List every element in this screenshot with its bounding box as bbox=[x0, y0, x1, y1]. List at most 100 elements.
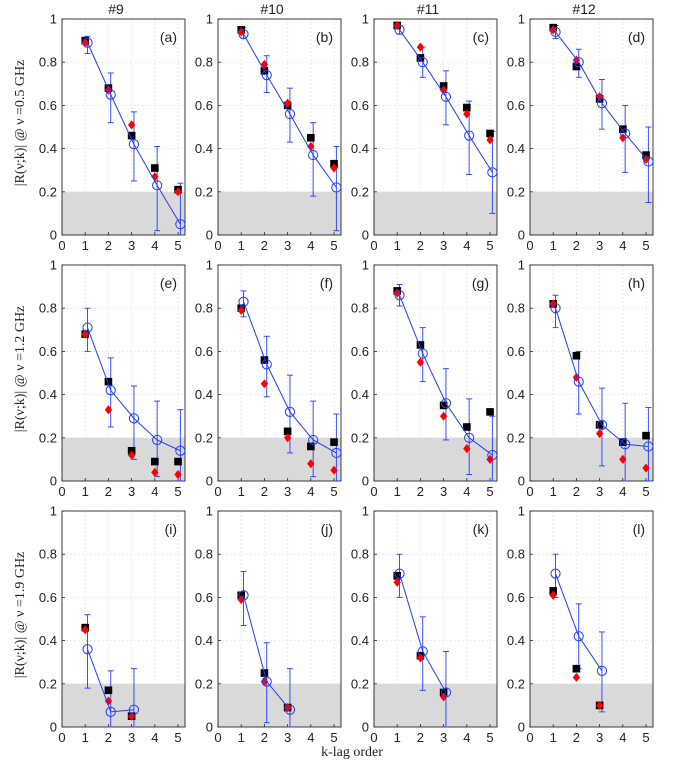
x-tick-label: 3 bbox=[128, 730, 135, 745]
x-tick-label: 2 bbox=[105, 238, 112, 253]
y-tick-label: 1 bbox=[518, 504, 525, 519]
black-square-point bbox=[439, 401, 448, 410]
blue-circle-point bbox=[284, 108, 296, 120]
panel-1: 0 1 2 3 4 5 0 0.2 0.4 0.6 0.8 1 (a) bbox=[39, 12, 186, 253]
blue-circle-point bbox=[284, 406, 296, 417]
blue-series-line bbox=[399, 29, 493, 173]
x-tick-label: 1 bbox=[550, 484, 557, 499]
y-tick-label: 0.8 bbox=[351, 55, 369, 70]
y-tick-label: 0.6 bbox=[39, 590, 57, 605]
blue-circle-point bbox=[550, 26, 561, 38]
x-tick-label: 3 bbox=[596, 730, 603, 745]
y-tick-label: 1 bbox=[518, 12, 525, 27]
x-tick-label: 1 bbox=[82, 484, 89, 499]
x-tick-label: 5 bbox=[174, 238, 181, 253]
column-title-3: #11 bbox=[417, 1, 440, 17]
y-tick-label: 1 bbox=[50, 12, 57, 27]
y-tick-label: 1 bbox=[362, 258, 369, 273]
y-tick-label: 0.6 bbox=[195, 590, 213, 605]
x-tick-label: 2 bbox=[261, 484, 268, 499]
panel-3: 0 1 2 3 4 5 0 0.2 0.4 0.6 0.8 1 (c) bbox=[351, 12, 498, 253]
x-tick-label: 0 bbox=[526, 238, 533, 253]
blue-circle-point bbox=[440, 91, 452, 102]
blue-circle-point bbox=[440, 687, 452, 698]
panel-label: (a) bbox=[160, 29, 177, 45]
axes-frame bbox=[529, 18, 654, 236]
axes-frame bbox=[529, 264, 654, 482]
panel-label: (l) bbox=[633, 521, 645, 537]
y-tick-label: 0.2 bbox=[507, 676, 525, 691]
x-tick-label: 3 bbox=[440, 238, 447, 253]
x-tick-label: 0 bbox=[526, 484, 533, 499]
y-tick-label: 0.8 bbox=[195, 547, 213, 562]
blue-circle-point bbox=[394, 24, 405, 35]
black-square-point bbox=[330, 438, 338, 446]
red-diamond-point bbox=[439, 85, 448, 95]
panel-7: 0 1 2 3 4 5 0 0.2 0.4 0.6 0.8 1 (g) bbox=[351, 258, 498, 499]
black-square-point bbox=[307, 442, 315, 451]
panel-label: (c) bbox=[473, 29, 489, 45]
red-diamond-point bbox=[151, 467, 159, 477]
y-tick-label: 0.6 bbox=[507, 344, 525, 359]
x-tick-label: 5 bbox=[174, 484, 181, 499]
red-diamond-point bbox=[330, 163, 338, 173]
blue-circle-point bbox=[152, 180, 163, 191]
blue-circle-point bbox=[417, 57, 428, 68]
y-tick-label: 0.2 bbox=[195, 184, 213, 199]
blue-series-line bbox=[555, 31, 649, 162]
y-tick-label: 0.6 bbox=[351, 98, 369, 113]
axes-frame bbox=[217, 18, 342, 236]
shaded-band bbox=[374, 191, 497, 235]
blue-circle-point bbox=[308, 434, 319, 446]
black-square-point bbox=[463, 103, 471, 112]
x-tick-label: 3 bbox=[284, 484, 291, 499]
x-tick-label: 3 bbox=[596, 238, 603, 253]
x-tick-label: 4 bbox=[463, 484, 470, 499]
x-tick-label: 2 bbox=[105, 484, 112, 499]
x-tick-label: 5 bbox=[486, 730, 493, 745]
black-square-point bbox=[104, 686, 113, 695]
red-diamond-point bbox=[595, 92, 604, 102]
red-diamond-point bbox=[572, 55, 581, 65]
x-tick-label: 2 bbox=[417, 484, 424, 499]
x-tick-label: 4 bbox=[307, 238, 314, 253]
shaded-band bbox=[374, 437, 497, 481]
red-diamond-point bbox=[307, 459, 315, 469]
red-diamond-point bbox=[104, 405, 113, 415]
x-tick-label: 5 bbox=[330, 238, 337, 253]
x-tick-label: 5 bbox=[330, 730, 337, 745]
y-tick-label: 0 bbox=[518, 474, 525, 489]
blue-series-line bbox=[399, 573, 447, 693]
blue-circle-point bbox=[284, 704, 296, 715]
x-tick-label: 3 bbox=[440, 484, 447, 499]
blue-series-line bbox=[243, 33, 337, 188]
blue-circle-point bbox=[596, 419, 608, 430]
y-tick-label: 0.6 bbox=[195, 344, 213, 359]
black-square-point bbox=[393, 572, 402, 580]
panels-layer: 0 1 2 3 4 500.20.40.60.81(a)0 1 2 3 4 500.20.40.60… bbox=[39, 12, 654, 745]
blue-series-line bbox=[399, 295, 493, 456]
x-tick-label: 5 bbox=[642, 238, 649, 253]
blue-circle-point bbox=[105, 706, 116, 717]
x-tick-label: 5 bbox=[486, 484, 493, 499]
blue-circle-point bbox=[643, 156, 654, 167]
y-tick-label: 0 bbox=[518, 720, 525, 735]
red-diamond-point bbox=[595, 428, 604, 439]
y-tick-label: 0.6 bbox=[351, 344, 369, 359]
x-tick-label: 2 bbox=[573, 484, 580, 499]
blue-circle-point bbox=[464, 130, 475, 141]
y-tick-label: 0.6 bbox=[39, 344, 57, 359]
black-square-point bbox=[416, 341, 425, 349]
y-tick-label: 0.4 bbox=[195, 633, 213, 648]
blue-circle-point bbox=[573, 376, 584, 387]
panel-label: (h) bbox=[628, 275, 645, 291]
blue-circle-point bbox=[573, 57, 584, 68]
y-tick-label: 0.8 bbox=[195, 55, 213, 70]
panel-12: 0 1 2 3 4 5 0 0.2 0.4 0.6 0.8 1 (l) bbox=[507, 504, 654, 745]
red-diamond-point bbox=[260, 379, 269, 389]
y-tick-label: 0 bbox=[206, 720, 213, 735]
blue-circle-point bbox=[596, 98, 608, 109]
y-tick-label: 0 bbox=[50, 720, 57, 735]
x-tick-label: 1 bbox=[82, 730, 89, 745]
